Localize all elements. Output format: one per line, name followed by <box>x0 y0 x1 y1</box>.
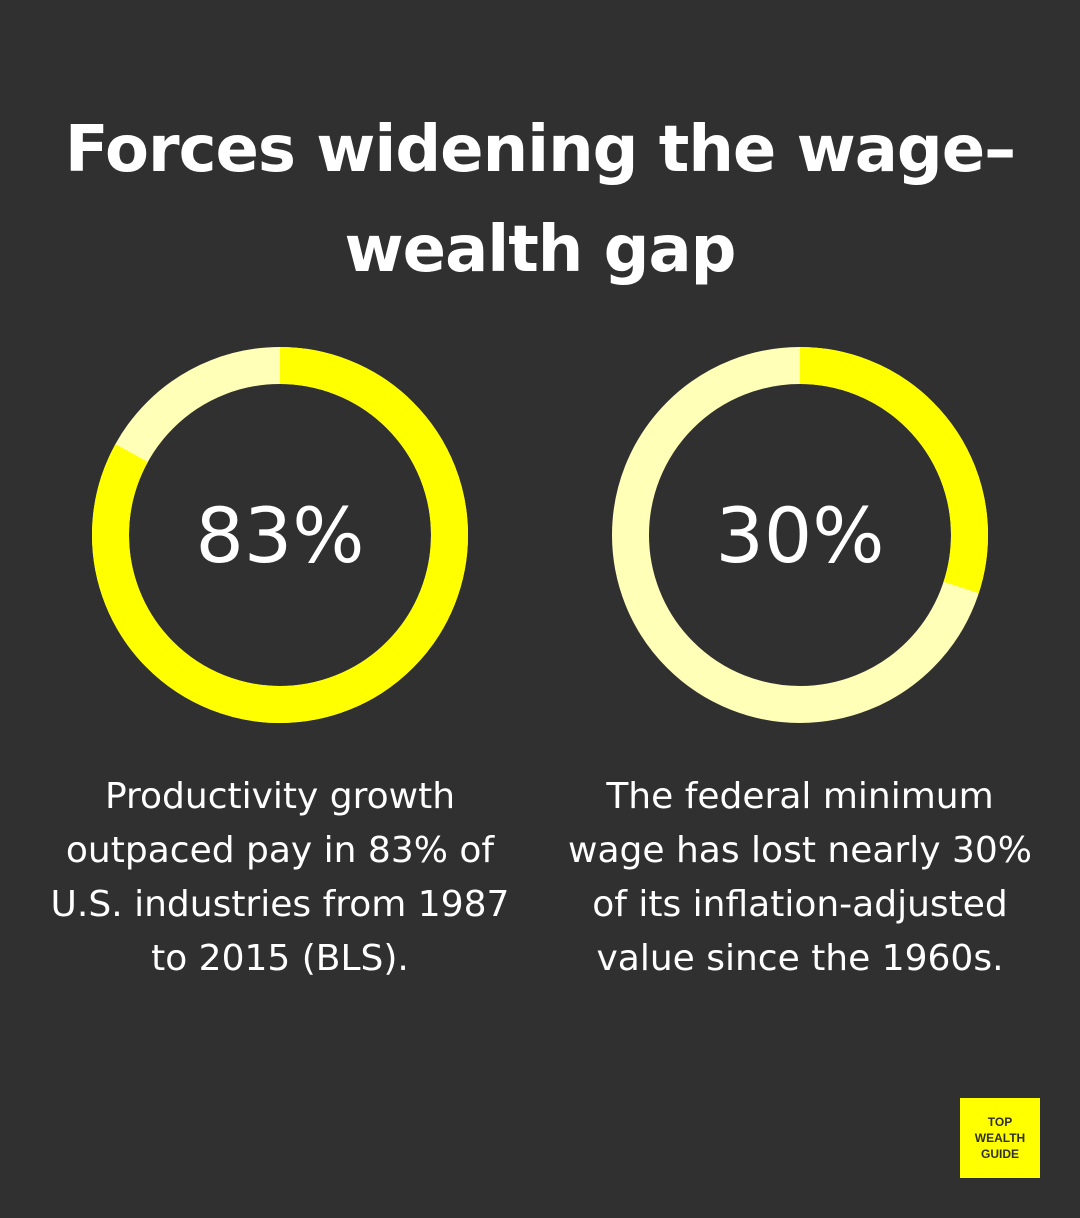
desc-line: U.S. industries from 1987 <box>50 884 510 925</box>
donut-value-arc <box>612 347 988 723</box>
top-wealth-guide-logo: TOP WEALTH GUIDE <box>960 1098 1040 1178</box>
desc-line: value since the 1960s. <box>596 938 1004 979</box>
stat-description: Productivity growth outpaced pay in 83% … <box>20 770 540 986</box>
desc-line: Productivity growth <box>104 776 456 817</box>
donut-chart-30 <box>610 345 990 725</box>
desc-line: wage has lost nearly 30% <box>568 830 1032 871</box>
logo-line: WEALTH <box>974 1131 1026 1145</box>
title-line-2: wealth gap <box>344 213 737 287</box>
desc-line: The federal minimum <box>606 776 994 817</box>
stat-value: 30% <box>715 490 885 580</box>
stat-value: 83% <box>195 490 365 580</box>
donut-ring <box>612 347 988 723</box>
donut-ring <box>92 347 468 723</box>
desc-line: to 2015 (BLS). <box>151 938 409 979</box>
desc-line: outpaced pay in 83% of <box>65 830 495 871</box>
logo-line: GUIDE <box>980 1147 1019 1161</box>
page-title: Forces widening the wage– wealth gap <box>0 100 1080 300</box>
stat-description: The federal minimum wage has lost nearly… <box>540 770 1060 986</box>
logo-line: TOP <box>987 1115 1013 1129</box>
donut-chart-83 <box>90 345 470 725</box>
donut-value-arc <box>92 347 468 723</box>
title-line-1: Forces widening the wage– <box>64 113 1016 187</box>
desc-line: of its inflation-adjusted <box>592 884 1008 925</box>
